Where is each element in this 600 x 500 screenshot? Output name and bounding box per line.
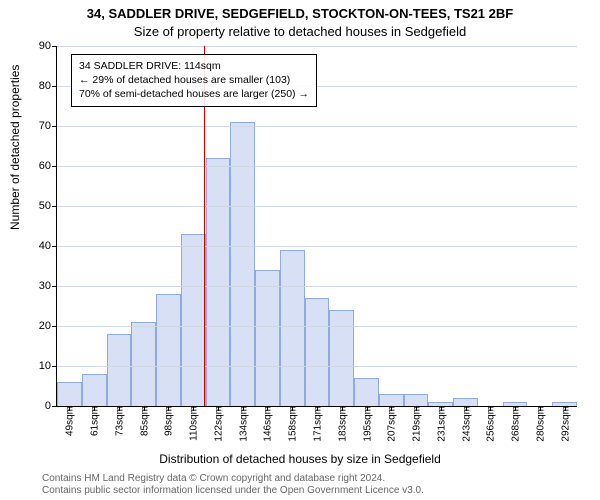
histogram-bar <box>329 310 354 406</box>
y-tick-mark <box>52 326 57 327</box>
x-tick-label: 268sqm <box>509 406 522 442</box>
x-tick-label: 256sqm <box>484 406 497 442</box>
y-tick-mark <box>52 86 57 87</box>
x-tick-label: 207sqm <box>385 406 398 442</box>
histogram-bar <box>206 158 231 406</box>
x-tick-label: 122sqm <box>211 406 224 442</box>
histogram-bar <box>156 294 181 406</box>
grid-line <box>57 286 577 287</box>
histogram-bar <box>354 378 379 406</box>
histogram-bar <box>181 234 206 406</box>
x-tick-label: 243sqm <box>459 406 472 442</box>
x-tick-label: 61sqm <box>88 406 101 436</box>
x-tick-label: 171sqm <box>311 406 324 442</box>
x-tick-label: 73sqm <box>112 406 125 436</box>
y-tick-mark <box>52 126 57 127</box>
x-tick-label: 183sqm <box>335 406 348 442</box>
chart-subtitle: Size of property relative to detached ho… <box>0 24 600 39</box>
x-tick-label: 280sqm <box>533 406 546 442</box>
histogram-bar <box>379 394 404 406</box>
x-tick-label: 110sqm <box>187 406 200 441</box>
grid-line <box>57 46 577 47</box>
histogram-bar <box>305 298 330 406</box>
chart-container: 34, SADDLER DRIVE, SEDGEFIELD, STOCKTON-… <box>0 0 600 500</box>
chart-title-address: 34, SADDLER DRIVE, SEDGEFIELD, STOCKTON-… <box>0 6 600 21</box>
y-axis-label: Number of detached properties <box>8 65 22 230</box>
x-tick-label: 85sqm <box>137 406 150 436</box>
x-tick-label: 49sqm <box>63 406 76 436</box>
histogram-bar <box>82 374 107 406</box>
y-tick-mark <box>52 286 57 287</box>
histogram-bar <box>57 382 82 406</box>
histogram-bar <box>255 270 280 406</box>
grid-line <box>57 366 577 367</box>
x-tick-label: 231sqm <box>434 406 447 442</box>
annotation-line-3: 70% of semi-detached houses are larger (… <box>79 87 309 101</box>
annotation-line-2: ← 29% of detached houses are smaller (10… <box>79 73 309 87</box>
x-tick-label: 146sqm <box>261 406 274 442</box>
y-tick-mark <box>52 166 57 167</box>
y-tick-mark <box>52 46 57 47</box>
y-tick-mark <box>52 406 57 407</box>
histogram-bar <box>280 250 305 406</box>
x-axis-label: Distribution of detached houses by size … <box>0 452 600 466</box>
histogram-bar <box>453 398 478 406</box>
grid-line <box>57 206 577 207</box>
histogram-bar <box>230 122 255 406</box>
grid-line <box>57 126 577 127</box>
annotation-line-1: 34 SADDLER DRIVE: 114sqm <box>79 59 309 73</box>
x-tick-label: 292sqm <box>558 406 571 442</box>
x-tick-label: 219sqm <box>410 406 423 442</box>
x-tick-label: 158sqm <box>286 406 299 442</box>
y-tick-mark <box>52 246 57 247</box>
x-tick-label: 134sqm <box>236 406 249 442</box>
y-tick-mark <box>52 366 57 367</box>
footer-copyright-1: Contains HM Land Registry data © Crown c… <box>42 473 385 484</box>
grid-line <box>57 166 577 167</box>
footer-copyright-2: Contains public sector information licen… <box>42 485 424 496</box>
x-tick-label: 98sqm <box>162 406 175 436</box>
annotation-box: 34 SADDLER DRIVE: 114sqm ← 29% of detach… <box>71 54 317 107</box>
histogram-bar <box>131 322 156 406</box>
histogram-bar <box>404 394 429 406</box>
plot-area: 010203040506070809049sqm61sqm73sqm85sqm9… <box>56 46 577 407</box>
histogram-bar <box>107 334 132 406</box>
x-tick-label: 195sqm <box>360 406 373 442</box>
grid-line <box>57 326 577 327</box>
y-tick-mark <box>52 206 57 207</box>
grid-line <box>57 246 577 247</box>
